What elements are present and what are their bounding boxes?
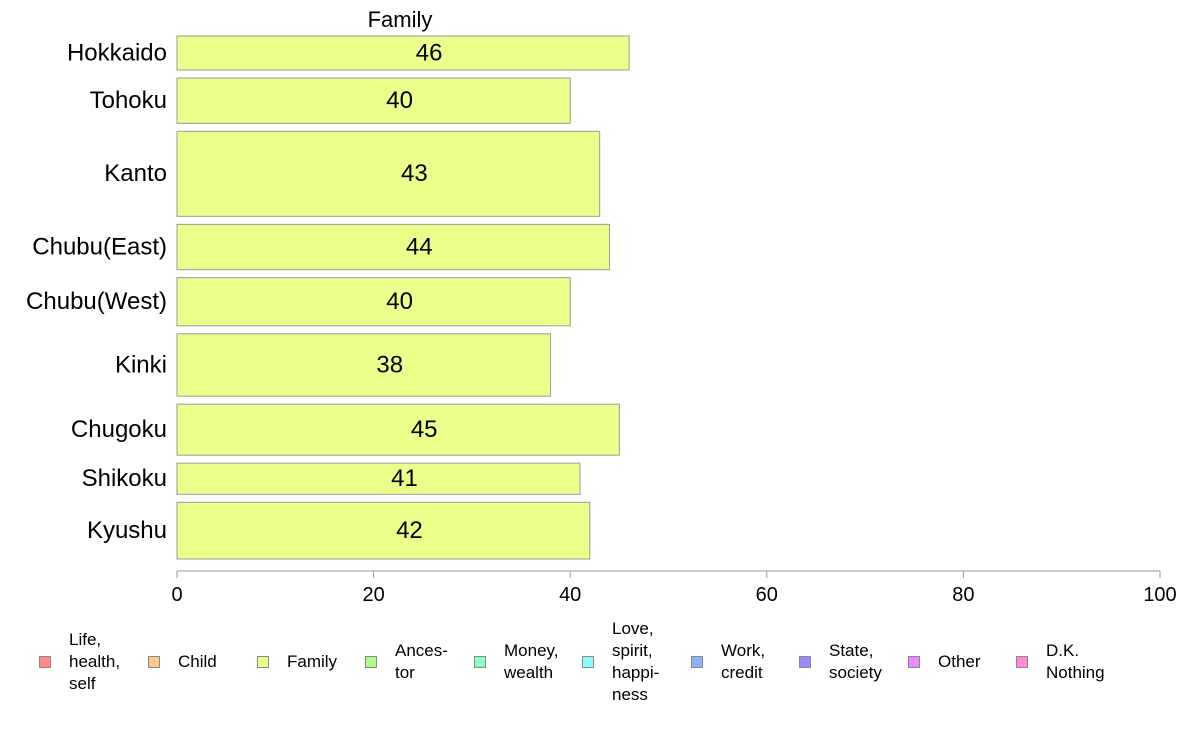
legend-label: Love, spirit, happi- ness	[612, 619, 660, 704]
bar-value-label: 40	[386, 87, 413, 114]
bar-value-label: 45	[411, 416, 438, 443]
bar-value-label: 42	[396, 517, 423, 544]
legend-swatch	[799, 656, 811, 668]
bar-chubu-east	[176, 223, 611, 271]
bar-chubu-west	[176, 277, 571, 327]
legend: Life, health, self Child Family Ances- tor M…	[0, 612, 1188, 722]
legend-label: Work, credit	[721, 641, 766, 682]
bar-tohoku	[176, 77, 571, 124]
bar-value-label: 43	[401, 160, 428, 187]
x-tick-label: 100	[1143, 584, 1176, 606]
category-label: Chugoku	[71, 416, 167, 443]
bar-value-label: 41	[391, 465, 418, 492]
category-label: Hokkaido	[67, 39, 167, 66]
legend-label: Ances- tor	[395, 641, 448, 682]
bar-kinki	[176, 333, 552, 397]
legend-swatch	[1016, 656, 1028, 668]
bar-value-label: 44	[406, 233, 433, 260]
category-label: Tohoku	[90, 87, 167, 114]
legend-label: State, society	[829, 641, 882, 682]
category-label: Kanto	[104, 160, 167, 187]
category-label: Chubu(West)	[26, 288, 167, 315]
legend-label: Life, health, self	[69, 630, 121, 693]
legend-swatch	[582, 656, 594, 668]
category-label: Chubu(East)	[32, 233, 167, 260]
legend-swatch	[39, 656, 51, 668]
legend-label: Other	[938, 652, 981, 671]
bar-kanto	[176, 130, 601, 217]
bar-chugoku	[176, 403, 620, 456]
legend-label: Family	[287, 652, 338, 671]
chart: Family 46 Hokkaido 40 Tohoku 43 Kanto 44 Chubu(…	[26, 7, 1177, 606]
legend-swatch	[691, 656, 703, 668]
bar-hokkaido	[176, 35, 630, 71]
x-tick-label: 60	[756, 584, 778, 606]
x-tick-label: 20	[362, 584, 384, 606]
panel-title: Family	[368, 7, 433, 32]
bar-value-label: 38	[376, 351, 403, 378]
bar-shikoku	[176, 462, 581, 495]
category-label: Shikoku	[82, 465, 167, 492]
legend-swatch	[257, 656, 269, 668]
legend-label: D.K. Nothing	[1046, 641, 1105, 682]
x-tick-label: 40	[559, 584, 581, 606]
bar-value-label: 46	[416, 39, 443, 66]
x-tick-label: 80	[952, 584, 974, 606]
category-label: Kyushu	[87, 517, 167, 544]
legend-swatch	[908, 656, 920, 668]
legend-swatch	[148, 656, 160, 668]
x-tick-label: 0	[171, 584, 182, 606]
legend-swatch	[474, 656, 486, 668]
legend-label: Child	[178, 652, 217, 671]
legend-label: Money, wealth	[504, 641, 559, 682]
bar-value-label: 40	[386, 288, 413, 315]
category-label: Kinki	[115, 351, 167, 378]
legend-swatch	[365, 656, 377, 668]
bar-kyushu	[176, 501, 591, 560]
